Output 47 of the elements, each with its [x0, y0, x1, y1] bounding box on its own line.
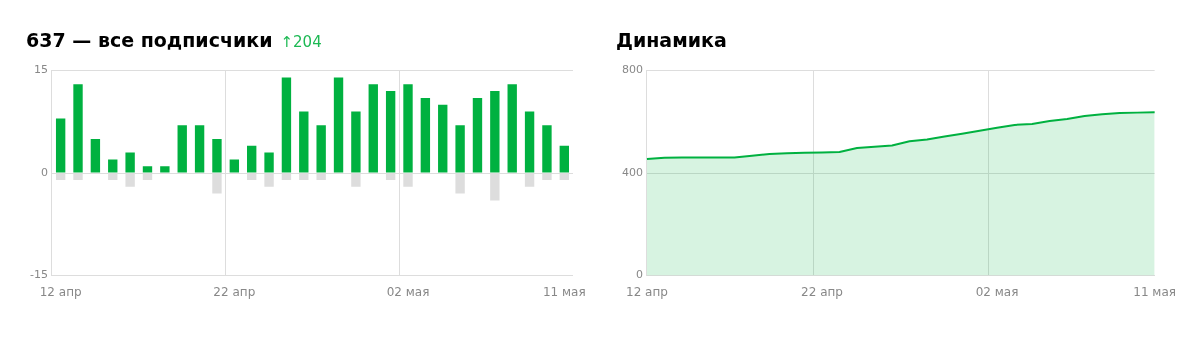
bar: [212, 138, 222, 173]
x-tick-label: 12 апр: [626, 284, 668, 299]
y-tick-label: 800: [621, 63, 643, 77]
bar: [194, 125, 205, 173]
bar: [351, 111, 361, 173]
bar: [420, 97, 431, 173]
bar: [90, 138, 101, 173]
x-tick-label: 11 мая: [1133, 284, 1176, 299]
x-tick-label: 22 апр: [801, 284, 843, 299]
bar: [264, 152, 274, 173]
bar: [55, 118, 66, 173]
x-tick-label: 02 мая: [975, 284, 1019, 299]
x-tick-label: 22 апр: [213, 284, 256, 299]
y-tick-label: -15: [30, 268, 48, 282]
x-tick-label: 02 мая: [386, 284, 430, 299]
x-tick-label: 12 апр: [39, 284, 82, 299]
bar: [472, 97, 483, 173]
bar: [559, 145, 569, 173]
bar: [490, 91, 500, 173]
chart-title: 637 — все подписчики: [26, 29, 273, 51]
bar: [177, 125, 187, 173]
y-tick-label: 15: [33, 63, 48, 77]
bar: [160, 166, 170, 173]
bar: [125, 152, 135, 173]
bar: [299, 111, 309, 173]
bar: [438, 104, 448, 173]
bar: [385, 91, 396, 173]
bar: [142, 166, 153, 173]
bar: [281, 77, 292, 173]
bar: [403, 84, 413, 173]
y-tick-label: 0: [635, 268, 643, 282]
bar: [73, 84, 83, 173]
bar: [368, 84, 378, 173]
bar: [455, 125, 465, 173]
bar: [229, 159, 240, 173]
bar: [333, 77, 344, 173]
y-tick-label: 400: [621, 165, 643, 179]
chart-title: Динамика: [616, 29, 727, 51]
x-tick-label: 11 мая: [542, 284, 586, 299]
chart-subtitle: ↑204: [280, 33, 322, 51]
bar: [316, 125, 326, 173]
bar: [524, 111, 535, 173]
bar: [507, 84, 517, 173]
y-tick-label: 0: [40, 165, 48, 179]
bar: [108, 159, 118, 173]
bar: [247, 145, 257, 173]
bar: [542, 125, 552, 173]
